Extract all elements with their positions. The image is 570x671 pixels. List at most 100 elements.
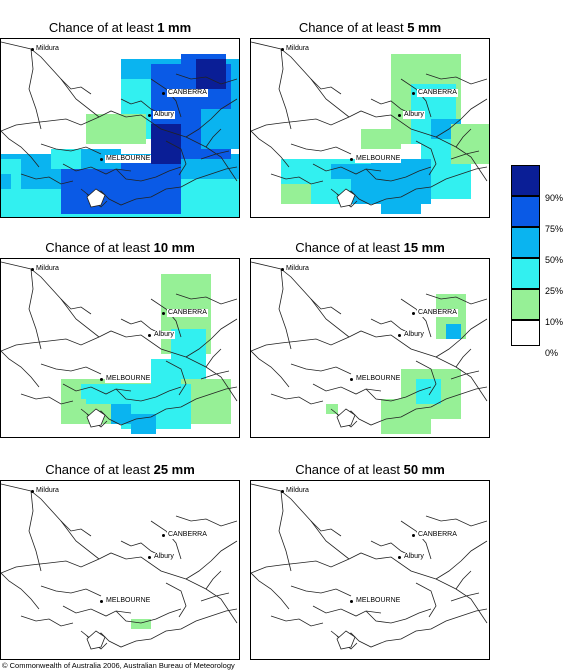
border-line [80, 166, 238, 206]
border-line [60, 298, 92, 315]
probability-area [381, 399, 431, 434]
probability-area [446, 324, 461, 339]
canberra-marker [412, 312, 415, 315]
legend-swatch-10 [511, 289, 540, 320]
probability-area [1, 174, 11, 189]
map-canvas [1, 41, 239, 217]
border-line [28, 268, 42, 350]
border-line [1, 130, 40, 168]
melbourne-marker [100, 378, 103, 381]
border-line [62, 163, 132, 175]
albury-label: Albury [403, 111, 425, 119]
border-line [450, 150, 480, 160]
mildura-marker [281, 268, 284, 271]
canberra-marker [162, 92, 165, 95]
albury-label: Albury [403, 331, 425, 339]
probability-area [131, 194, 171, 214]
border-line [20, 393, 74, 405]
albury-label: Albury [153, 553, 175, 561]
border-line [310, 298, 342, 315]
border-line [330, 166, 488, 206]
border-line [20, 615, 74, 627]
border-line [175, 293, 238, 305]
border-line [330, 608, 488, 648]
canberra-marker [412, 534, 415, 537]
mildura-marker [31, 268, 34, 271]
border-line [251, 572, 290, 610]
border-line [40, 363, 102, 375]
canberra-label: CANBERRA [167, 89, 208, 97]
legend-label-75: 75% [545, 224, 564, 234]
border-line [435, 98, 488, 138]
port-phillip-bay [86, 630, 106, 650]
rainfall-map: Mildura CANBERRA Albury MELBOURNE [0, 480, 240, 660]
albury-marker [148, 334, 151, 337]
panel-title: Chance of at least 1 mm [48, 20, 192, 35]
probability-area [381, 194, 421, 214]
canberra-marker [162, 312, 165, 315]
probability-area [326, 404, 338, 414]
albury-marker [398, 556, 401, 559]
probability-area [151, 359, 181, 389]
border-line [20, 173, 74, 185]
border-line [1, 350, 40, 388]
border-line [120, 98, 162, 115]
legend-swatch-90 [511, 165, 540, 196]
border-line [28, 490, 42, 572]
mildura-marker [281, 490, 284, 493]
border-line [251, 336, 350, 352]
border-line [115, 608, 182, 624]
port-phillip-bay [336, 188, 356, 208]
border-line [312, 163, 382, 175]
border-line [40, 143, 102, 155]
border-line [270, 173, 324, 185]
border-line [200, 370, 230, 380]
map-canvas [1, 261, 238, 434]
mildura-marker [281, 48, 284, 51]
map-canvas [1, 483, 238, 650]
legend-swatch-50 [511, 227, 540, 258]
border-line [62, 383, 132, 395]
border-line [120, 318, 162, 335]
panel-title: Chance of at least 25 mm [45, 462, 195, 477]
border-line [310, 520, 342, 537]
border-line [1, 572, 40, 610]
border-line [1, 261, 238, 402]
border-line [165, 582, 187, 618]
border-line [278, 268, 292, 350]
melbourne-marker [350, 158, 353, 161]
albury-label: Albury [403, 553, 425, 561]
probability-area [281, 184, 311, 204]
probability-area [371, 159, 431, 189]
panel-title: Chance of at least 15 mm [295, 240, 445, 255]
probability-area [196, 59, 226, 89]
port-phillip-bay [336, 408, 356, 428]
legend-label-0: 0% [545, 348, 559, 358]
mildura-label: Mildura [36, 265, 59, 272]
border-line [175, 73, 238, 85]
border-line [120, 540, 162, 557]
border-line [278, 48, 292, 130]
border-line [1, 336, 100, 352]
melbourne-label: MELBOURNE [105, 375, 152, 383]
border-line [185, 540, 238, 580]
border-line [251, 558, 350, 574]
border-line [455, 348, 472, 368]
border-line [370, 98, 412, 115]
mildura-label: Mildura [286, 265, 309, 272]
border-line [312, 605, 382, 617]
canberra-label: CANBERRA [167, 309, 208, 317]
port-phillip-bay [86, 188, 106, 208]
panel-title: Chance of at least 10 mm [45, 240, 195, 255]
border-line [60, 78, 92, 95]
border-line [60, 520, 92, 537]
border-line [415, 140, 437, 176]
map-canvas [251, 41, 489, 214]
map-canvas [251, 483, 488, 650]
border-line [80, 386, 238, 426]
mildura-marker [31, 48, 34, 51]
border-line [310, 78, 342, 95]
albury-label: Albury [153, 331, 175, 339]
copyright-notice: © Commonwealth of Australia 2006, Austra… [2, 661, 235, 670]
rainfall-map: Mildura CANBERRA Albury MELBOURNE [250, 38, 490, 218]
